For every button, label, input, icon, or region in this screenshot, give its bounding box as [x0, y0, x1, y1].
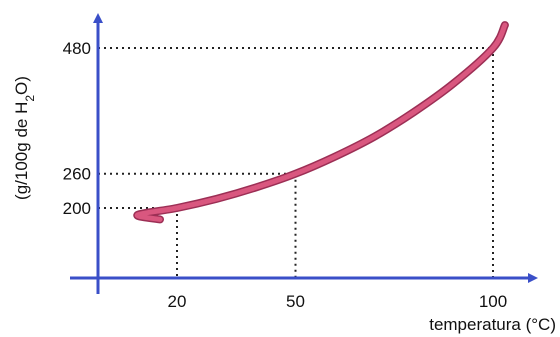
y-tick-label: 200 — [63, 199, 91, 218]
x-tick-label: 20 — [168, 292, 187, 311]
curve-outline — [133, 21, 509, 224]
curve-line — [134, 22, 508, 222]
axes — [70, 13, 538, 294]
tick-labels: 200 260 480 20 50 100 — [63, 39, 508, 311]
y-axis-label-prefix: (g/100g de H — [12, 102, 31, 200]
y-tick-label: 480 — [63, 39, 91, 58]
x-tick-label: 50 — [286, 292, 305, 311]
dotted-guide-lines — [98, 47, 494, 278]
y-axis-label-subscript: 2 — [23, 95, 37, 102]
x-tick-label: 100 — [479, 292, 507, 311]
y-axis-label: (g/100g de H2O) — [12, 76, 37, 200]
y-tick-label: 260 — [63, 165, 91, 184]
solubility-curve — [133, 21, 509, 224]
x-axis-label: temperatura (°C) — [429, 315, 556, 334]
y-axis-label-suffix: O) — [12, 76, 31, 95]
